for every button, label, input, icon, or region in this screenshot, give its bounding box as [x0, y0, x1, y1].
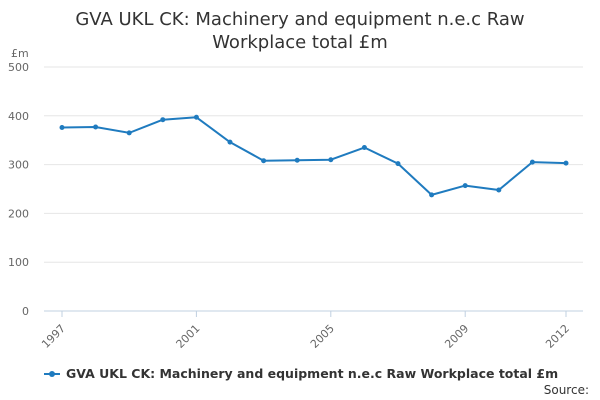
y-axis-tick-labels: 0 100 200 300 400 500 — [8, 61, 29, 318]
data-point — [496, 187, 502, 193]
data-point — [529, 159, 535, 165]
x-tick-label: 2001 — [174, 322, 203, 351]
chart-title-line-1: GVA UKL CK: Machinery and equipment n.e.… — [75, 9, 525, 30]
legend[interactable]: GVA UKL CK: Machinery and equipment n.e.… — [44, 366, 558, 381]
x-tick-label: 2005 — [308, 322, 337, 351]
data-point — [429, 192, 435, 198]
x-tick-label: 2009 — [442, 322, 471, 351]
data-point — [294, 157, 300, 163]
data-point — [361, 145, 367, 151]
y-tick-label: 300 — [8, 159, 29, 172]
y-axis-label: £m — [11, 47, 29, 60]
data-point — [93, 124, 99, 130]
x-axis — [44, 310, 583, 317]
y-tick-label: 200 — [8, 207, 29, 220]
data-point — [126, 130, 132, 136]
y-tick-label: 400 — [8, 110, 29, 123]
x-tick-label: 1997 — [39, 322, 68, 351]
data-point — [462, 183, 468, 189]
series-line — [61, 116, 567, 196]
data-point — [563, 160, 569, 166]
x-tick-label: 2012 — [543, 322, 572, 351]
legend-dot-marker — [49, 370, 55, 377]
source-label: Source: — [543, 383, 589, 397]
chart-title: GVA UKL CK: Machinery and equipment n.e.… — [0, 8, 600, 54]
y-tick-label: 100 — [8, 256, 29, 269]
legend-swatch — [44, 369, 60, 379]
chart-title-line-2: Workplace total £m — [212, 32, 388, 53]
y-tick-label: 500 — [8, 61, 29, 74]
y-tick-label: 0 — [22, 305, 29, 318]
data-point — [193, 114, 199, 120]
data-point — [160, 117, 166, 123]
data-point — [328, 157, 334, 163]
data-point — [227, 139, 233, 145]
data-point — [395, 161, 401, 167]
gridlines — [44, 66, 583, 263]
legend-label: GVA UKL CK: Machinery and equipment n.e.… — [66, 366, 559, 381]
data-point — [261, 158, 267, 164]
series-group — [59, 114, 569, 198]
data-point — [59, 125, 65, 131]
x-axis-tick-labels: 1997 2001 2005 2009 2012 — [39, 322, 572, 351]
